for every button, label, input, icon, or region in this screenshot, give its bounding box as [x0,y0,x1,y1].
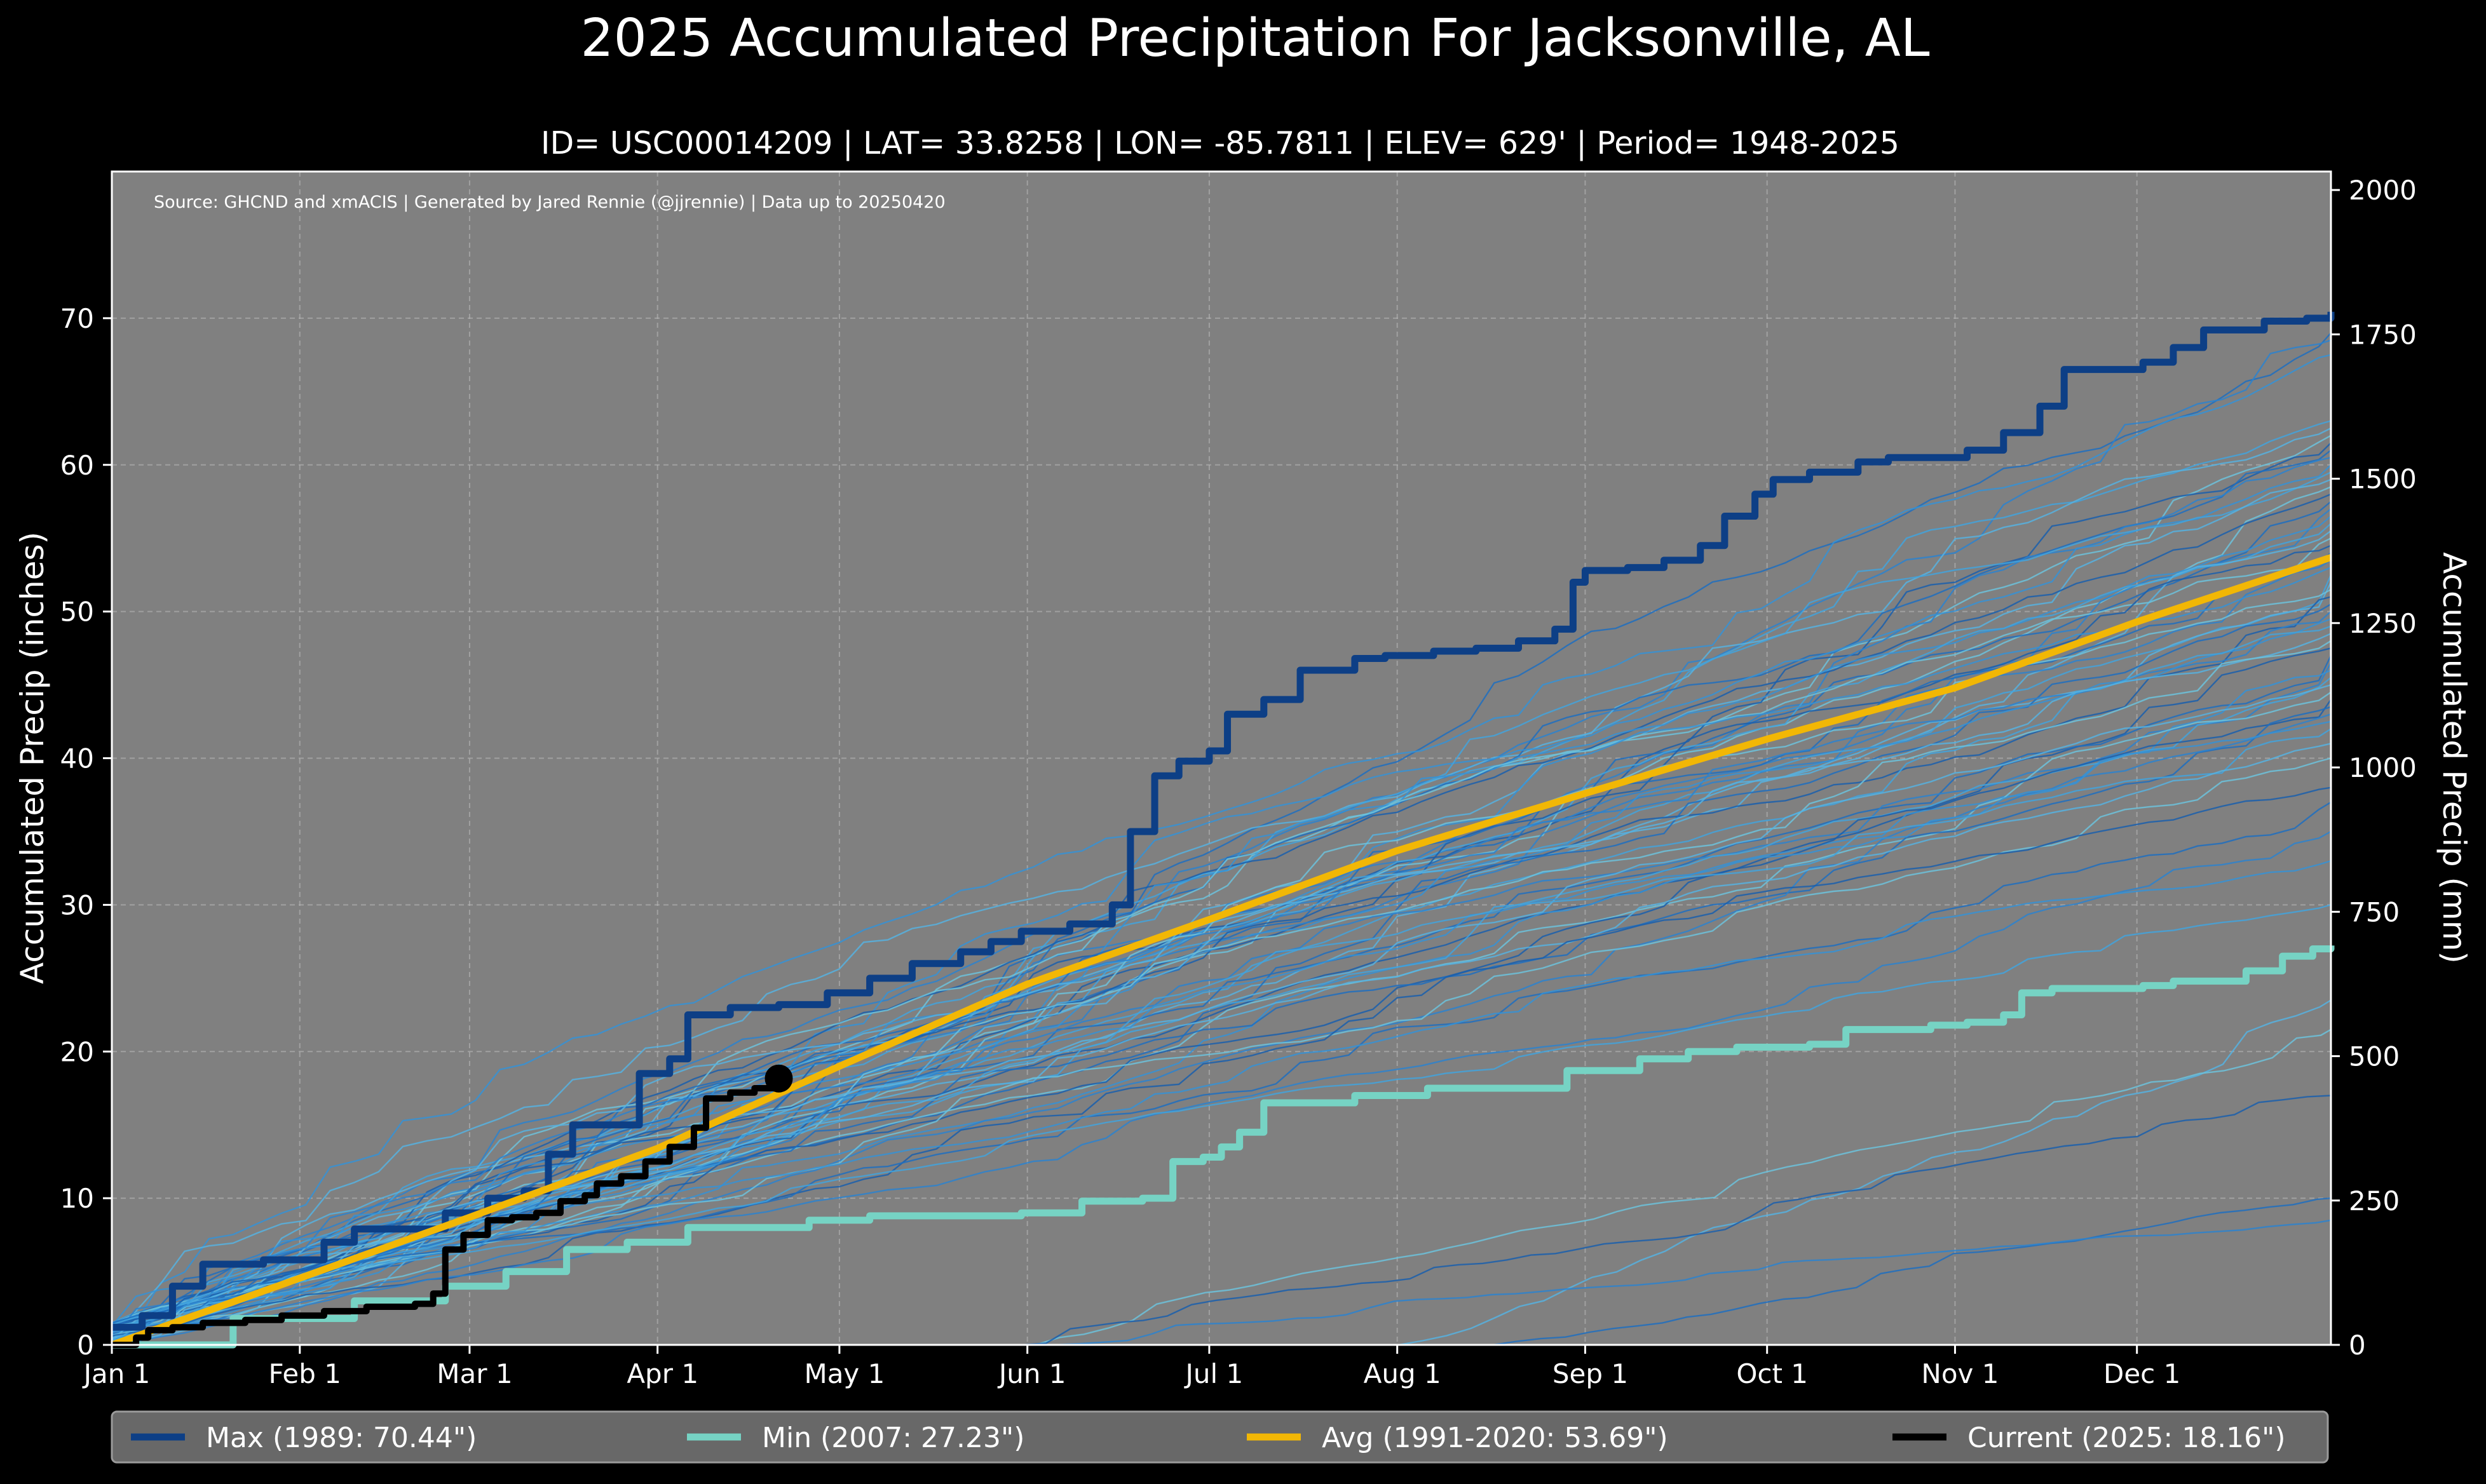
history-year-line [111,596,2332,1330]
legend-label-avg: Avg (1991-2020: 53.69") [1322,1422,1668,1454]
legend-entries: Max (1989: 70.44") Min (2007: 27.23") Avg … [131,1422,2286,1454]
legend-label-min: Min (2007: 27.23") [762,1422,1024,1454]
history-year-line [111,610,2332,1336]
x-tick-label: Mar 1 [437,1358,512,1389]
y-tick-label-right: 1500 [2349,464,2417,495]
history-year-line [111,801,2332,1332]
legend-label-max: Max (1989: 70.44") [206,1422,477,1454]
y-tick-label-right: 250 [2349,1185,2400,1217]
history-year-line [111,354,2332,1327]
y-tick-label-left: 30 [60,889,94,921]
x-tick-label: Feb 1 [269,1358,341,1389]
axes-layer: 0 10 20 30 40 50 60 70 0 250 500 750 1000 1250 1500 175… [60,175,2417,1389]
history-year-line [111,486,2332,1342]
history-year-line [111,684,2332,1340]
history-year-line [111,442,2332,1335]
y-tick-label-right: 0 [2349,1330,2366,1361]
y-tick-label-right: 1750 [2349,319,2417,350]
history-year-line [111,713,2332,1345]
y-tick-label-right: 1250 [2349,608,2417,639]
history-year-line [111,669,2332,1342]
history-year-line [111,655,2332,1327]
history-year-line [1035,1029,2332,1346]
chart-subtitle: ID= USC00014209 | LAT= 33.8258 | LON= -8… [541,125,1899,161]
history-year-line [111,743,2332,1344]
history-year-line [111,435,2332,1333]
history-year-line [111,830,2332,1342]
legend: Max (1989: 70.44") Min (2007: 27.23") Avg … [111,1410,2329,1464]
x-tick-label: Oct 1 [1736,1358,1808,1389]
y-tick-label-left: 60 [60,450,94,481]
y-tick-label-left: 50 [60,597,94,628]
y-axis-label-left: Accumulated Precip (inches) [14,532,51,984]
current-point-marker [764,1064,793,1093]
series-line-current [112,1078,782,1348]
history-year-line [111,332,2332,1332]
history-year-line [111,604,2332,1341]
history-year-line [111,633,2332,1340]
history-year-line [111,501,2332,1325]
x-tick-label: Dec 1 [2103,1358,2180,1389]
x-tick-label: Apr 1 [627,1358,698,1389]
x-tick-label: Nov 1 [1921,1358,1999,1389]
legend-label-current: Current (2025: 18.16") [1967,1422,2286,1454]
history-year-line [1492,1197,2332,1346]
y-tick-label-right: 750 [2349,896,2400,928]
source-note: Source: GHCND and xmACIS | Generated by … [154,192,946,212]
history-year-line [1054,1219,2332,1346]
history-year-line [111,427,2332,1345]
history-year-line [111,537,2332,1325]
history-year-line [111,618,2332,1325]
x-tick-label: Aug 1 [1364,1358,1441,1389]
x-tick-label: Jun 1 [997,1358,1066,1389]
y-tick-label-left: 40 [60,743,94,774]
y-tick-label-right: 1000 [2349,752,2417,783]
y-tick-label-right: 2000 [2349,175,2417,206]
series-line-min [112,945,2335,1349]
x-tick-label: Jan 1 [82,1358,151,1389]
chart-title: 2025 Accumulated Precipitation For Jacks… [580,8,1929,69]
x-tick-label: May 1 [804,1358,885,1389]
history-year-line [111,860,2332,1333]
series-layer [111,311,2335,1349]
y-axis-label-right: Accumulated Precip (mm) [2436,552,2473,964]
y-tick-label-left: 0 [77,1330,94,1361]
y-tick-label-left: 10 [60,1183,94,1214]
history-year-line [111,464,2332,1327]
y-tick-label-left: 20 [60,1036,94,1067]
y-tick-label-right: 500 [2349,1041,2400,1072]
history-year-line [111,706,2332,1324]
x-tick-label: Jul 1 [1184,1358,1244,1389]
history-year-line [111,625,2332,1328]
history-year-line [1398,999,2332,1346]
series-line-avg [111,554,2332,1349]
history-year-line [1021,1095,2332,1346]
history-year-line [111,904,2332,1344]
history-year-line [111,728,2332,1326]
history-year-line [111,786,2332,1337]
x-tick-label: Sep 1 [1552,1358,1628,1389]
legend-box [111,1410,2329,1464]
y-tick-label-left: 70 [60,303,94,334]
history-year-line [111,544,2332,1325]
